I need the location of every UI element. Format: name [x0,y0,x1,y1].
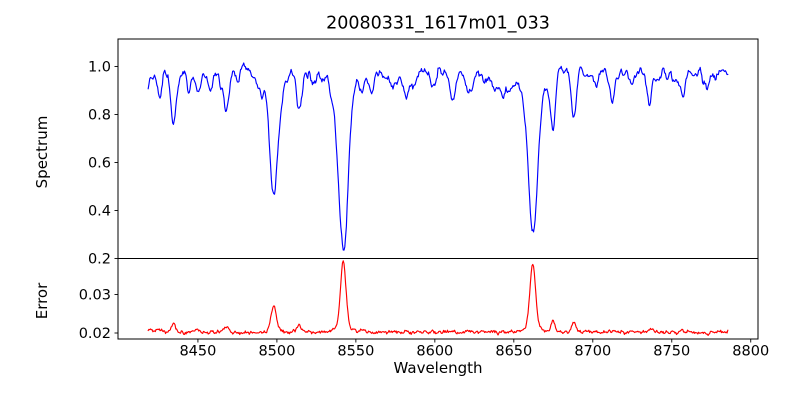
error-y-tick-label: 0.02 [79,326,111,342]
error-y-tick-label: 0.03 [79,287,111,303]
x-tick-label: 8700 [574,344,611,360]
spectrum-line [147,62,729,251]
x-axis-ticks: 8450 8500 8550 8600 8650 8700 8750 8800 [179,339,769,360]
spectrum-y-tick-label: 0.8 [88,108,111,124]
spectrum-y-tick-label: 0.4 [88,204,111,220]
spectrum-y-tick-label: 0.2 [88,252,111,268]
x-axis-label: Wavelength [394,359,483,377]
spectrum-y-tick-label: 0.6 [88,156,111,172]
spectrum-y-axis-label: Spectrum [33,116,51,189]
error-line [147,260,729,337]
error-y-axis-ticks: 0.02 0.03 [79,287,118,342]
spectrum-y-axis-ticks: 0.2 0.4 0.6 0.8 1.0 [88,60,118,268]
spectrum-y-tick-label: 1.0 [88,60,111,76]
x-tick-label: 8650 [495,344,532,360]
x-tick-label: 8450 [179,344,216,360]
error-panel-frame [117,258,759,340]
x-tick-label: 8600 [416,344,453,360]
x-tick-label: 8550 [337,344,374,360]
x-tick-label: 8800 [732,344,769,360]
chart-title: 20080331_1617m01_033 [326,14,550,34]
x-tick-label: 8750 [653,344,690,360]
error-y-axis-label: Error [33,282,51,319]
x-tick-label: 8500 [258,344,295,360]
